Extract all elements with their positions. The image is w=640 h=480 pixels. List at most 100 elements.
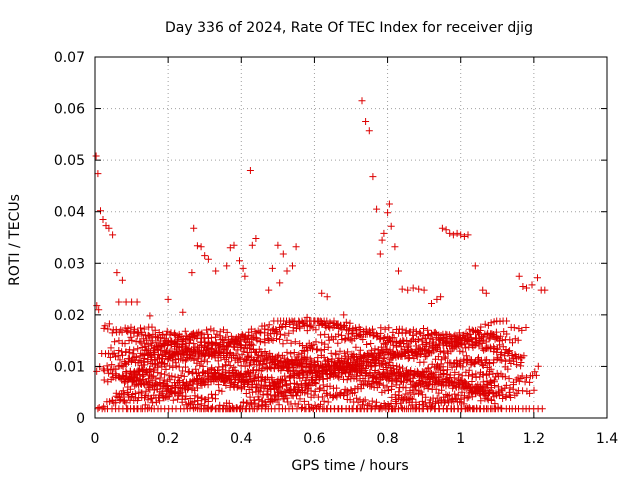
data-point <box>384 209 392 217</box>
data-point <box>311 359 318 367</box>
data-point <box>399 396 407 403</box>
data-point <box>354 398 362 406</box>
data-point <box>279 250 287 258</box>
data-point <box>438 224 446 232</box>
data-point <box>390 351 398 359</box>
data-point <box>340 358 348 366</box>
data-point <box>451 390 459 398</box>
data-point <box>526 378 534 386</box>
data-point <box>121 359 129 367</box>
data-point <box>325 336 333 344</box>
data-point <box>265 286 273 294</box>
data-point <box>368 346 376 354</box>
data-point <box>437 293 445 301</box>
data-point <box>476 382 484 390</box>
x-tick-label: 1.2 <box>523 431 545 447</box>
data-point <box>376 405 384 413</box>
data-point <box>247 359 254 367</box>
data-point <box>515 325 523 333</box>
data-point <box>179 341 187 349</box>
data-point <box>324 398 332 406</box>
data-point <box>94 170 102 178</box>
data-point <box>471 360 479 368</box>
data-point <box>363 358 371 366</box>
data-point <box>310 391 318 399</box>
data-point <box>237 403 245 411</box>
data-point <box>365 127 373 135</box>
data-point <box>171 329 179 337</box>
data-point <box>125 348 133 356</box>
data-point <box>334 339 342 347</box>
data-point <box>397 399 405 407</box>
data-point <box>124 328 132 336</box>
data-point <box>164 339 172 347</box>
data-point <box>261 348 269 355</box>
data-point <box>203 358 211 366</box>
data-point <box>518 354 526 362</box>
data-point <box>482 289 490 297</box>
data-point <box>356 372 364 380</box>
data-point <box>451 331 459 339</box>
data-point <box>117 326 125 334</box>
data-point <box>517 362 525 370</box>
data-point <box>137 349 145 357</box>
data-point <box>179 308 187 316</box>
data-point <box>484 396 492 404</box>
data-point <box>321 367 329 375</box>
data-point <box>515 272 523 280</box>
x-tick-label: 0.6 <box>303 431 325 447</box>
data-point <box>438 382 445 390</box>
data-point <box>380 354 388 362</box>
data-point <box>111 338 119 346</box>
data-point <box>460 357 468 365</box>
data-point <box>345 327 352 335</box>
data-point <box>248 241 256 249</box>
data-point <box>115 298 123 306</box>
data-point <box>318 393 326 401</box>
data-point <box>230 381 238 388</box>
data-point <box>430 371 438 379</box>
data-point <box>145 404 153 412</box>
data-point <box>250 405 258 413</box>
data-point <box>160 380 168 388</box>
data-point <box>404 371 412 379</box>
data-point <box>340 392 348 399</box>
data-point <box>409 284 417 292</box>
data-point <box>166 387 174 395</box>
data-point <box>323 293 331 301</box>
data-point <box>433 394 441 402</box>
data-point <box>415 285 423 293</box>
data-point <box>230 363 238 371</box>
data-point <box>201 338 209 346</box>
data-point <box>124 355 132 363</box>
data-point <box>171 388 179 396</box>
data-point <box>422 374 430 382</box>
data-point <box>305 361 313 369</box>
data-point <box>209 340 217 348</box>
data-point <box>286 380 294 388</box>
data-point <box>221 356 229 364</box>
data-point <box>183 345 191 353</box>
data-point <box>422 367 430 375</box>
data-point <box>161 361 169 369</box>
data-point <box>446 229 454 237</box>
data-point <box>378 236 386 244</box>
data-point <box>370 352 378 360</box>
data-point <box>204 255 212 263</box>
data-point <box>526 389 534 397</box>
data-point <box>359 361 367 369</box>
data-point <box>97 207 104 215</box>
data-point <box>151 380 159 388</box>
data-point <box>276 335 284 343</box>
y-tick-label: 0 <box>76 411 85 427</box>
data-point <box>410 390 418 398</box>
data-point <box>319 320 327 327</box>
data-point <box>192 365 200 373</box>
data-point <box>488 397 495 404</box>
data-point <box>405 399 413 407</box>
data-point <box>475 389 483 397</box>
data-point <box>273 335 280 343</box>
data-point <box>334 372 342 380</box>
data-point <box>264 354 272 362</box>
data-point <box>510 378 517 386</box>
